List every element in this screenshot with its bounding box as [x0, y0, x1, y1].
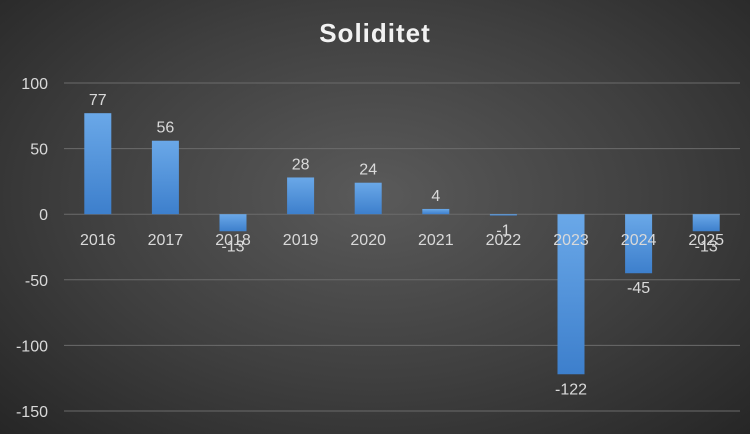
chart-title: Soliditet — [319, 18, 431, 48]
x-tick-label: 2023 — [553, 232, 589, 249]
x-tick-label: 2021 — [418, 232, 454, 249]
data-label: 28 — [292, 156, 310, 173]
data-label: -45 — [627, 280, 650, 297]
x-tick-label: 2022 — [486, 232, 522, 249]
data-label: -1 — [496, 223, 510, 240]
bar — [489, 214, 517, 216]
x-tick-label: 2018 — [215, 232, 251, 249]
data-label: 4 — [431, 188, 440, 205]
bar — [84, 113, 112, 215]
y-tick-label: -150 — [16, 404, 48, 421]
data-label: 56 — [157, 120, 175, 137]
y-tick-label: -100 — [16, 338, 48, 355]
bar — [422, 208, 450, 215]
bar — [219, 214, 247, 232]
data-label: 24 — [359, 162, 377, 179]
x-tick-label: 2025 — [688, 232, 724, 249]
x-tick-label: 2019 — [283, 232, 319, 249]
bar — [625, 214, 653, 274]
bar — [692, 214, 720, 232]
bar — [354, 182, 382, 215]
bar — [557, 214, 585, 375]
data-label: -13 — [695, 238, 718, 255]
bar — [151, 140, 179, 215]
bar — [287, 177, 315, 215]
x-tick-label: 2024 — [621, 232, 657, 249]
y-tick-label: 50 — [30, 142, 48, 159]
y-tick-label: 100 — [21, 76, 48, 93]
x-tick-label: 2017 — [148, 232, 184, 249]
data-label: 77 — [89, 92, 107, 109]
x-tick-label: 2020 — [350, 232, 386, 249]
y-tick-label: -50 — [25, 273, 48, 290]
x-tick-label: 2016 — [80, 232, 116, 249]
y-tick-label: 0 — [39, 207, 48, 224]
data-label: -122 — [555, 381, 587, 398]
data-label: -13 — [221, 238, 244, 255]
